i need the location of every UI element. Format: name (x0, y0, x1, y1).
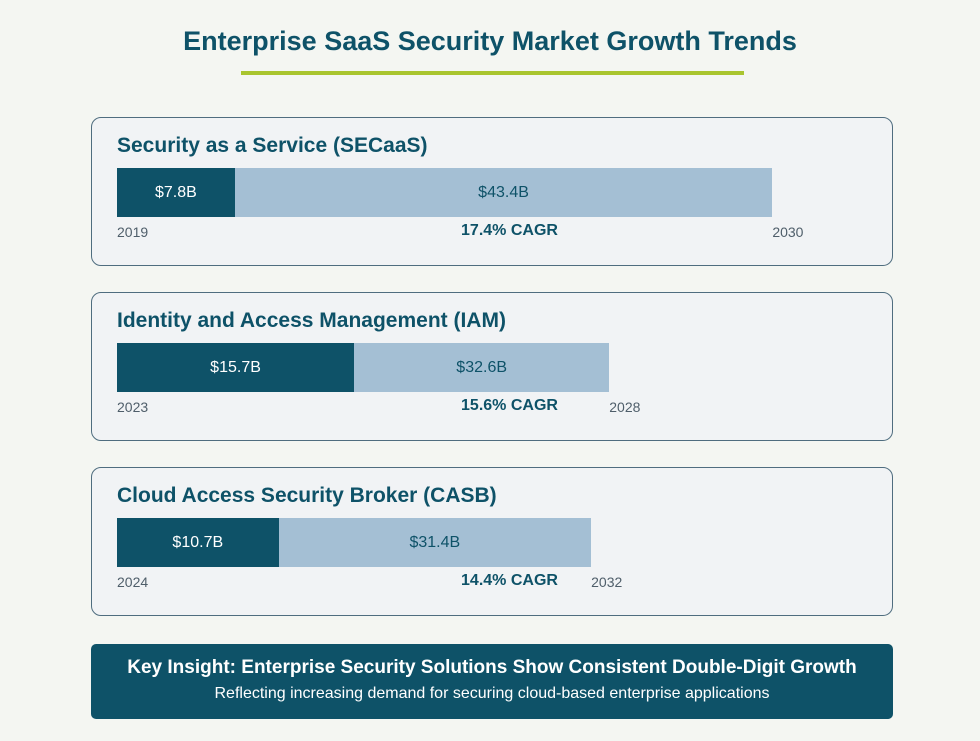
bar-start-value (117, 343, 355, 392)
start-value-label: $10.7B (172, 534, 224, 551)
end-year-label: 2030 (772, 224, 804, 240)
end-value-label: $43.4B (478, 184, 529, 201)
bar-start-value (117, 168, 235, 217)
insight-title: Key Insight: Enterprise Security Solutio… (127, 657, 857, 678)
end-value-label: $31.4B (409, 534, 461, 551)
start-year-label: 2019 (117, 224, 149, 240)
key-insight-banner: Key Insight: Enterprise Security Solutio… (91, 644, 893, 719)
chart-card-secaas: Security as a Service (SECaaS) $7.8B $43… (91, 117, 893, 266)
chart-title: Identity and Access Management (IAM) (117, 309, 506, 332)
page-title: Enterprise SaaS Security Market Growth T… (183, 26, 797, 56)
start-year-label: 2023 (117, 399, 149, 415)
start-year-label: 2024 (117, 574, 149, 590)
start-value-label: $15.7B (210, 359, 261, 376)
chart-title: Cloud Access Security Broker (CASB) (117, 484, 497, 507)
chart-title: Security as a Service (SECaaS) (117, 134, 428, 157)
cagr-label: 15.6% CAGR (461, 397, 558, 414)
cagr-label: 14.4% CAGR (461, 572, 558, 589)
insight-subtitle: Reflecting increasing demand for securin… (214, 685, 770, 702)
end-year-label: 2032 (591, 574, 623, 590)
title-underline (241, 71, 744, 75)
end-year-label: 2028 (609, 399, 641, 415)
end-value-label: $32.6B (456, 359, 508, 376)
chart-card-iam: Identity and Access Management (IAM) $15… (91, 292, 893, 441)
cagr-label: 17.4% CAGR (461, 222, 558, 239)
chart-card-casb: Cloud Access Security Broker (CASB) $10.… (91, 467, 893, 616)
start-value-label: $7.8B (154, 184, 197, 201)
bar-start-value (117, 518, 279, 567)
